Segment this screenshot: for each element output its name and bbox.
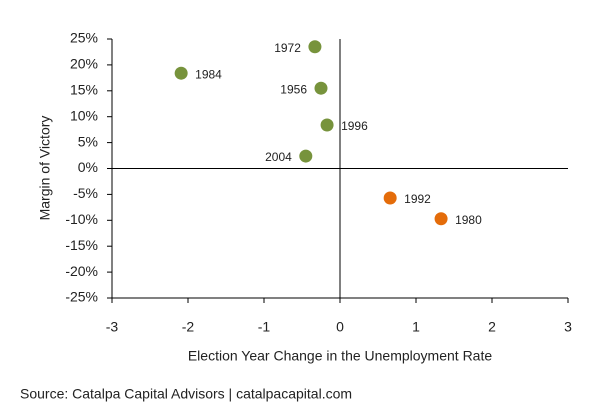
x-tick-label: 0 [336,319,344,335]
point [320,118,334,132]
y-tick-label: 0% [78,159,98,175]
x-axis-title: Election Year Change in the Unemployment… [188,348,493,364]
source: Source: Catalpa Capital Advisors | catal… [20,386,352,402]
x-tick-label: 2 [488,319,496,335]
point-label: 1980 [455,213,482,227]
y-tick-label: -25% [65,289,98,305]
y-tick-label: -10% [65,211,98,227]
point-label: 1972 [274,41,301,55]
point [174,66,188,80]
x-tick-label: -2 [182,319,195,335]
point-label: 1996 [341,119,368,133]
point [434,212,448,226]
y-tick-label: 25% [70,30,98,46]
point [299,149,313,163]
point [383,191,397,205]
y-tick-label: 10% [70,107,98,123]
point [308,40,322,54]
point-label: 1984 [195,67,222,81]
point-label: 1956 [280,82,307,96]
y-tick-label: 15% [70,82,98,98]
y-tick-label: -5% [73,185,98,201]
y-tick-label: 5% [78,133,98,149]
point-label: 1992 [404,192,431,206]
y-axis-title: Margin of Victory [37,116,53,221]
y-tick-label: -20% [65,263,98,279]
x-tick-label: -3 [106,319,119,335]
y-tick-label: -15% [65,237,98,253]
x-tick-label: -1 [258,319,271,335]
point-label: 2004 [265,150,292,164]
point [314,81,328,95]
x-tick-label: 1 [412,319,420,335]
y-tick-label: 20% [70,56,98,72]
x-tick-label: 3 [564,319,572,335]
